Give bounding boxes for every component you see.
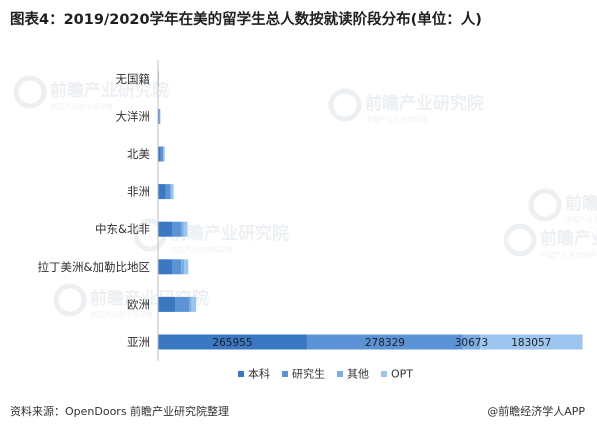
- bar-本科-北美: [158, 146, 161, 162]
- bars-layer: [158, 71, 583, 350]
- legend-item: 其他: [337, 368, 369, 381]
- data-labels: 265955 278329 30673 183057: [212, 337, 551, 349]
- category-label: 亚洲: [127, 335, 150, 349]
- bar-OPT-亚洲: [480, 334, 583, 350]
- source-note: 资料来源：OpenDoors 前瞻产业研究院整理: [10, 405, 230, 418]
- bar-研究生-北美: [160, 146, 164, 162]
- svg-text:中国产业咨询领导者: 中国产业咨询领导者: [170, 245, 233, 254]
- bar-研究生-拉丁美洲&加勒比地区: [172, 259, 182, 275]
- category-label: 大洋洲: [116, 109, 151, 123]
- data-label: 278329: [365, 337, 405, 349]
- svg-text:中国产业咨询领导者: 中国产业咨询领导者: [365, 115, 428, 124]
- category-label: 无国籍: [116, 72, 151, 86]
- bar-OPT-中东&北非: [183, 221, 188, 237]
- bar-OPT-北美: [163, 146, 165, 162]
- bar-其他-北美: [163, 146, 164, 162]
- legend-swatch: [282, 371, 288, 377]
- legend-label: 本科: [248, 367, 270, 381]
- bar-其他-非洲: [170, 184, 172, 200]
- svg-text:中国产业咨询领导者: 中国产业咨询领导者: [50, 102, 113, 111]
- svg-text:中国产业咨询领导者: 中国产业咨询领导者: [565, 215, 597, 224]
- legend-label: 其他: [347, 368, 369, 381]
- legend-item: OPT: [381, 368, 413, 381]
- svg-text:中国产业咨询领导者: 中国产业咨询领导者: [90, 310, 153, 319]
- bar-本科-大洋洲: [158, 108, 160, 124]
- category-label: 北美: [127, 147, 150, 161]
- bar-其他-亚洲: [462, 334, 481, 350]
- data-label: 30673: [455, 337, 488, 349]
- bar-研究生-亚洲: [306, 334, 463, 350]
- bar-OPT-大洋洲: [159, 108, 161, 124]
- legend-item: 本科: [238, 367, 270, 381]
- category-label: 中东&北非: [95, 222, 150, 236]
- svg-text:前瞻产业研究院: 前瞻产业研究院: [170, 223, 289, 244]
- bar-其他-欧洲: [189, 296, 192, 312]
- bar-研究生-非洲: [165, 184, 171, 200]
- legend-swatch: [381, 371, 387, 377]
- legend-label: 研究生: [292, 367, 325, 381]
- category-label: 非洲: [127, 185, 150, 199]
- legend: 本科 研究生 其他 OPT: [238, 367, 413, 381]
- svg-text:中国产业咨询领导者: 中国产业咨询领导者: [540, 250, 597, 259]
- legend-swatch: [238, 371, 244, 377]
- category-label: 欧洲: [127, 297, 150, 311]
- legend-label: OPT: [391, 368, 413, 381]
- legend-swatch: [337, 371, 343, 377]
- data-label: 183057: [511, 337, 551, 349]
- credit-note: @前瞻经济学人APP: [487, 405, 585, 418]
- bar-OPT-拉丁美洲&加勒比地区: [184, 259, 189, 275]
- category-label: 拉丁美洲&加勒比地区: [38, 260, 150, 274]
- bar-本科-中东&北非: [158, 221, 173, 237]
- bar-其他-拉丁美洲&加勒比地区: [181, 259, 185, 275]
- bar-本科-亚洲: [158, 334, 307, 350]
- bar-研究生-大洋洲: [159, 108, 160, 124]
- svg-text:前瞻产业研究院: 前瞻产业研究院: [50, 80, 169, 101]
- bar-OPT-欧洲: [191, 296, 197, 312]
- bar-研究生-欧洲: [175, 296, 190, 312]
- bar-本科-欧洲: [158, 296, 176, 312]
- bar-其他-中东&北非: [180, 221, 184, 237]
- svg-text:前瞻产业研究院: 前瞻产业研究院: [565, 193, 597, 214]
- bar-本科-非洲: [158, 184, 166, 200]
- chart-title: 图表4：2019/2020学年在美的留学生总人数按就读阶段分布(单位：人): [10, 12, 482, 28]
- bar-OPT-无国籍: [158, 71, 159, 87]
- bar-OPT-非洲: [171, 184, 174, 200]
- data-label: 265955: [212, 337, 252, 349]
- bar-本科-拉丁美洲&加勒比地区: [158, 259, 173, 275]
- svg-text:前瞻产业研究院: 前瞻产业研究院: [365, 93, 484, 114]
- svg-text:前瞻产业研究院: 前瞻产业研究院: [540, 228, 597, 249]
- bar-研究生-中东&北非: [172, 221, 181, 237]
- legend-item: 研究生: [282, 367, 325, 381]
